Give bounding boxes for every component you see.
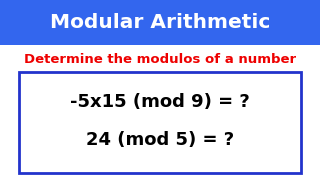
Text: Determine the modulos of a number: Determine the modulos of a number [24,53,296,66]
Bar [0,0,320,45]
Text: Modular Arithmetic: Modular Arithmetic [50,13,270,32]
Bar [0,45,320,180]
FancyBboxPatch shape [19,72,301,173]
Text: -5x15 (mod 9) = ?: -5x15 (mod 9) = ? [70,93,250,111]
Text: 24 (mod 5) = ?: 24 (mod 5) = ? [86,131,234,149]
